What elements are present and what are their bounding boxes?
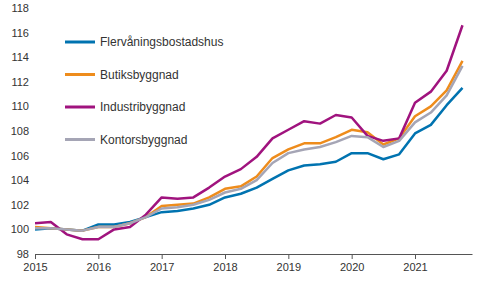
x-tick: 2021 bbox=[403, 254, 427, 273]
x-tick-mark bbox=[162, 254, 163, 259]
y-tick-label: 98 bbox=[17, 248, 29, 260]
y-tick-label: 112 bbox=[11, 76, 29, 88]
x-tick-mark bbox=[415, 254, 416, 259]
y-tick: 98 bbox=[17, 248, 35, 260]
y-axis-line bbox=[35, 9, 36, 255]
legend-swatch bbox=[65, 41, 95, 44]
x-axis-line bbox=[36, 254, 473, 255]
legend-label: Kontorsbyggnad bbox=[100, 133, 187, 147]
x-tick: 2020 bbox=[340, 254, 364, 273]
x-tick-mark bbox=[225, 254, 226, 259]
legend-swatch bbox=[65, 106, 95, 109]
legend-item: Industribyggnad bbox=[65, 100, 185, 114]
x-tick: 2019 bbox=[277, 254, 301, 273]
y-tick: 104 bbox=[11, 174, 35, 186]
series-line bbox=[35, 88, 463, 231]
y-axis: 98 100 102 104 106 108 110 112 114 116 118 bbox=[11, 2, 36, 260]
x-tick-label: 2019 bbox=[277, 261, 301, 273]
legend: Flervåningsbostadshus Butiksbyggnad Indust… bbox=[65, 35, 223, 147]
legend-item: Butiksbyggnad bbox=[65, 68, 179, 82]
x-tick-mark bbox=[288, 254, 289, 259]
x-tick-label: 2018 bbox=[213, 261, 237, 273]
y-tick: 118 bbox=[11, 2, 35, 14]
y-tick: 112 bbox=[11, 76, 35, 88]
legend-label: Butiksbyggnad bbox=[100, 68, 179, 82]
x-tick: 2016 bbox=[87, 254, 111, 273]
legend-swatch bbox=[65, 138, 95, 141]
x-tick-mark bbox=[35, 254, 36, 259]
y-tick: 110 bbox=[11, 100, 35, 112]
x-tick-mark bbox=[98, 254, 99, 259]
series-line bbox=[35, 25, 463, 239]
y-tick: 116 bbox=[11, 27, 35, 39]
x-axis: 2015 2016 2017 2018 2019 2020 2021 bbox=[23, 254, 472, 273]
y-tick-label: 114 bbox=[11, 51, 29, 63]
x-tick: 2015 bbox=[23, 254, 47, 273]
chart: 98 100 102 104 106 108 110 112 114 116 118 2015 2016… bbox=[0, 0, 492, 303]
y-tick: 114 bbox=[11, 51, 35, 63]
y-tick: 102 bbox=[11, 199, 35, 211]
x-tick-mark bbox=[352, 254, 353, 259]
legend-item: Kontorsbyggnad bbox=[65, 133, 187, 147]
x-tick-label: 2015 bbox=[23, 261, 47, 273]
y-tick-label: 100 bbox=[11, 223, 29, 235]
y-tick: 100 bbox=[11, 223, 35, 235]
legend-swatch bbox=[65, 73, 95, 76]
y-tick: 108 bbox=[11, 125, 35, 137]
x-tick: 2018 bbox=[213, 254, 237, 273]
legend-item: Flervåningsbostadshus bbox=[65, 35, 223, 49]
x-tick-label: 2021 bbox=[403, 261, 427, 273]
plot-area: 98 100 102 104 106 108 110 112 114 116 118 2015 2016… bbox=[11, 2, 473, 273]
y-tick-label: 110 bbox=[11, 100, 29, 112]
x-tick-label: 2020 bbox=[340, 261, 364, 273]
y-tick-label: 118 bbox=[11, 2, 29, 14]
y-tick-label: 104 bbox=[11, 174, 29, 186]
series-line bbox=[35, 61, 463, 231]
y-tick-label: 102 bbox=[11, 199, 29, 211]
lines bbox=[35, 25, 463, 239]
legend-label: Industribyggnad bbox=[100, 100, 185, 114]
y-tick-label: 106 bbox=[11, 150, 29, 162]
y-tick: 106 bbox=[11, 150, 35, 162]
x-tick-label: 2016 bbox=[87, 261, 111, 273]
series-line bbox=[35, 66, 463, 231]
x-tick: 2017 bbox=[150, 254, 174, 273]
y-tick-label: 116 bbox=[11, 27, 29, 39]
x-tick-label: 2017 bbox=[150, 261, 174, 273]
legend-label: Flervåningsbostadshus bbox=[100, 35, 223, 49]
y-tick-label: 108 bbox=[11, 125, 29, 137]
